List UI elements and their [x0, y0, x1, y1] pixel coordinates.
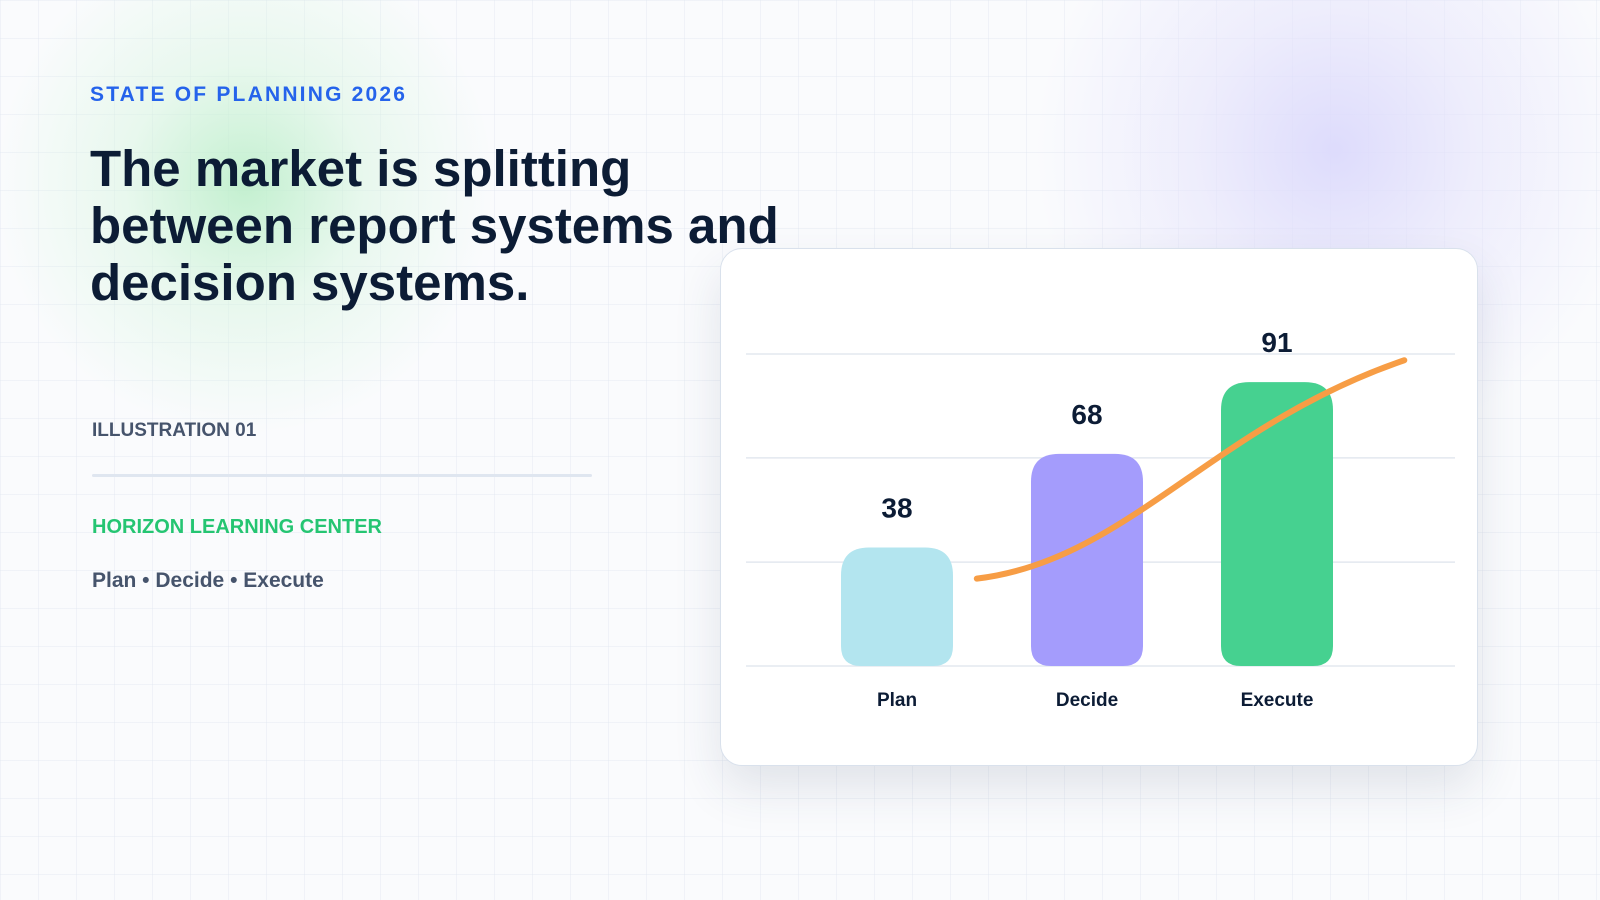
bar-plan: [841, 547, 953, 666]
eyebrow-label: STATE OF PLANNING 2026: [90, 83, 408, 106]
category-label-plan: Plan: [877, 690, 917, 711]
bar-value-plan: 38: [881, 492, 912, 523]
bar-chart: 38 Plan 68 Decide 91 Execute: [746, 327, 1455, 711]
divider: [92, 474, 592, 477]
tagline: Plan • Decide • Execute: [92, 569, 324, 592]
bar-value-decide: 68: [1071, 399, 1102, 430]
organization-name: HORIZON LEARNING CENTER: [92, 516, 382, 538]
chart-card: 38 Plan 68 Decide 91 Execute: [720, 248, 1478, 766]
bar-value-execute: 91: [1261, 327, 1292, 358]
category-label-decide: Decide: [1056, 690, 1118, 711]
page-title: The market is splitting between report s…: [90, 140, 779, 311]
illustration-label: ILLUSTRATION 01: [92, 420, 257, 441]
category-label-execute: Execute: [1241, 690, 1314, 711]
bar-decide: [1031, 453, 1143, 666]
bar-execute: [1221, 382, 1333, 666]
trend-line: [973, 357, 1408, 582]
